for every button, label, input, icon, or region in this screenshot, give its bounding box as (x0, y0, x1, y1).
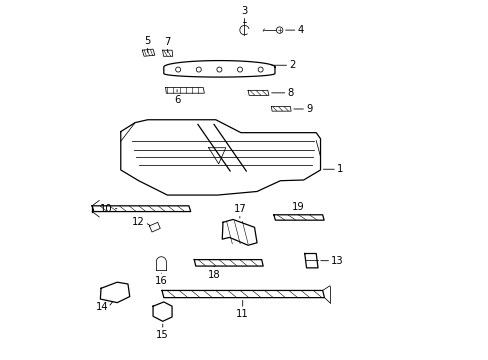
Circle shape (217, 67, 222, 72)
Text: 6: 6 (174, 95, 180, 105)
Text: 9: 9 (305, 104, 312, 114)
Text: 12: 12 (132, 217, 144, 227)
Polygon shape (273, 215, 324, 220)
Text: 7: 7 (164, 37, 170, 46)
Text: 2: 2 (289, 60, 295, 70)
Text: 11: 11 (236, 309, 248, 319)
Circle shape (276, 27, 282, 33)
Polygon shape (100, 282, 129, 303)
Polygon shape (194, 260, 263, 266)
Polygon shape (92, 206, 190, 212)
Text: 18: 18 (207, 270, 220, 280)
Polygon shape (163, 50, 172, 56)
Text: 15: 15 (156, 330, 169, 340)
Circle shape (175, 67, 180, 72)
Text: 19: 19 (291, 202, 304, 212)
Polygon shape (162, 291, 324, 298)
Polygon shape (149, 222, 160, 232)
Circle shape (196, 67, 201, 72)
Text: 13: 13 (330, 256, 343, 266)
Polygon shape (304, 253, 317, 268)
Circle shape (258, 67, 263, 72)
Polygon shape (153, 302, 172, 321)
Polygon shape (271, 107, 290, 111)
Text: 17: 17 (233, 204, 246, 214)
Circle shape (237, 67, 242, 72)
Polygon shape (163, 60, 274, 77)
Text: 16: 16 (155, 276, 167, 286)
Text: 4: 4 (297, 25, 303, 35)
Text: 14: 14 (96, 302, 108, 312)
Text: 10: 10 (100, 204, 112, 214)
Polygon shape (142, 49, 155, 56)
Text: 8: 8 (287, 88, 293, 98)
Text: 5: 5 (144, 36, 151, 45)
Polygon shape (121, 120, 320, 195)
Text: 1: 1 (336, 164, 343, 174)
Text: 3: 3 (241, 6, 247, 16)
Polygon shape (165, 87, 204, 93)
Polygon shape (222, 220, 257, 245)
Polygon shape (247, 90, 268, 95)
